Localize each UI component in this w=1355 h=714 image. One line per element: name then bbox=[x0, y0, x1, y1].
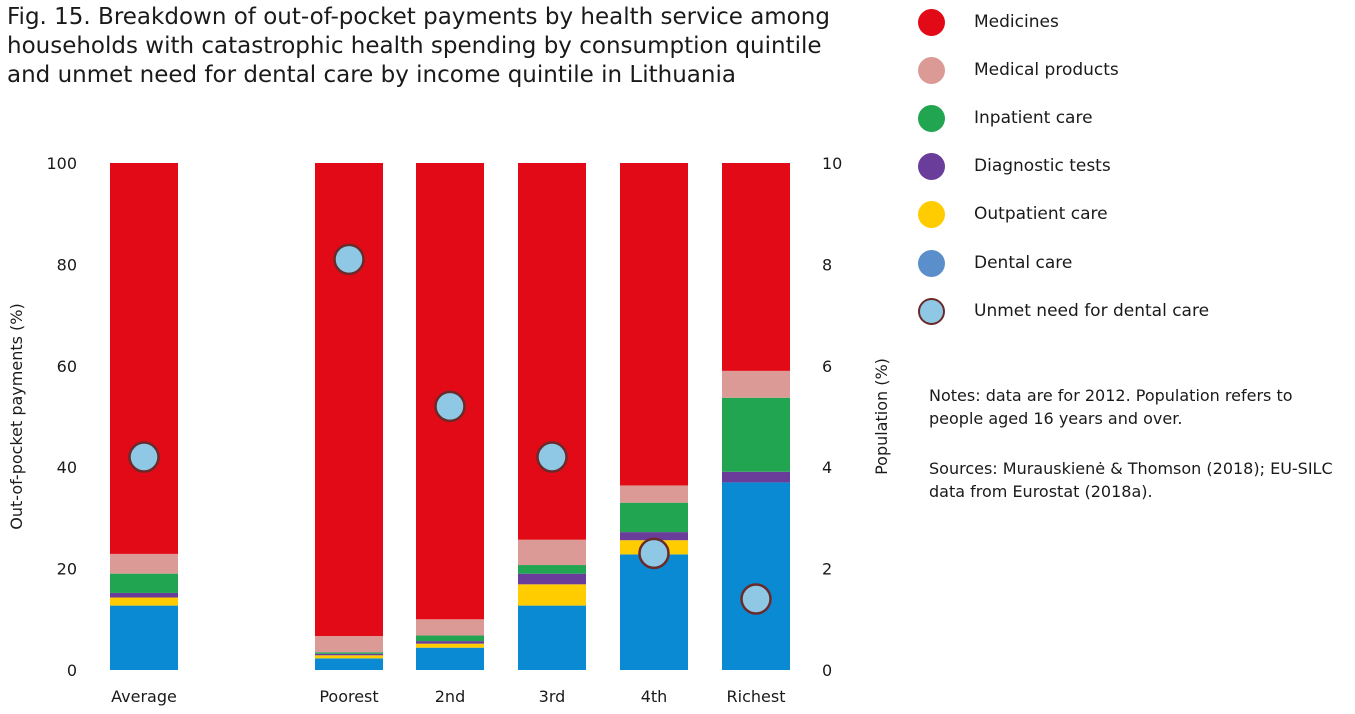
bar-segment-dental-care bbox=[315, 658, 383, 670]
unmet-need-marker bbox=[638, 537, 670, 570]
bar-segment-medical-products bbox=[315, 636, 383, 653]
y2-tick-label: 10 bbox=[822, 154, 842, 173]
bar-segment-outpatient-care bbox=[416, 643, 484, 648]
bar-segment-medicines bbox=[722, 163, 790, 371]
bar-segment-outpatient-care bbox=[110, 597, 178, 606]
y2-tick-label: 4 bbox=[822, 458, 832, 477]
bar-segment-inpatient-care bbox=[620, 502, 688, 533]
y2-tick-label: 0 bbox=[822, 661, 832, 680]
unmet-need-marker bbox=[434, 390, 466, 423]
unmet-need-marker bbox=[536, 441, 568, 473]
x-tick-label: 2nd bbox=[435, 687, 465, 706]
bar-segment-diagnostic-tests bbox=[620, 532, 688, 541]
bar-segment-dental-care bbox=[518, 605, 586, 670]
bar-segment-outpatient-care bbox=[518, 584, 586, 606]
legend-item: Dental care bbox=[918, 248, 1072, 278]
legend-label: Outpatient care bbox=[974, 204, 1108, 224]
legend-swatch bbox=[918, 104, 945, 132]
bar-segment-medicines bbox=[315, 163, 383, 637]
bar-segment-outpatient-care bbox=[315, 655, 383, 659]
legend-label: Inpatient care bbox=[974, 108, 1093, 128]
bar-segment-dental-care bbox=[416, 647, 484, 670]
chart-sources: Sources: Murauskienė & Thomson (2018); E… bbox=[929, 459, 1333, 501]
legend-item: Diagnostic tests bbox=[918, 151, 1111, 181]
bar-segment-medicines bbox=[518, 163, 586, 540]
x-tick-label: 4th bbox=[641, 687, 668, 706]
y-tick-label: 20 bbox=[57, 560, 77, 579]
legend-swatch bbox=[918, 200, 945, 228]
y-tick-label: 80 bbox=[57, 255, 77, 274]
legend-swatch bbox=[918, 8, 945, 36]
bar-segment-diagnostic-tests bbox=[315, 653, 383, 656]
y2-tick-label: 8 bbox=[822, 255, 832, 274]
legend-swatch bbox=[918, 249, 945, 277]
y-axis-label: Out-of-pocket payments (%) bbox=[7, 303, 26, 529]
legend-label: Unmet need for dental care bbox=[974, 301, 1210, 321]
bar-segment-inpatient-care bbox=[722, 397, 790, 472]
y-tick-label: 100 bbox=[46, 154, 77, 173]
bar-segment-medical-products bbox=[416, 619, 484, 636]
bar-segment-medical-products bbox=[620, 485, 688, 503]
bar-segment-diagnostic-tests bbox=[518, 573, 586, 585]
legend-label: Dental care bbox=[974, 253, 1073, 273]
legend-item: Inpatient care bbox=[918, 103, 1093, 133]
y-tick-label: 40 bbox=[57, 458, 77, 477]
bar-segment-diagnostic-tests bbox=[416, 641, 484, 644]
bar-segment-medical-products bbox=[110, 553, 178, 574]
x-tick-label: Average bbox=[111, 687, 177, 706]
legend-swatch bbox=[918, 56, 945, 84]
x-tick-label: Poorest bbox=[319, 687, 378, 706]
y2-axis-label: Population (%) bbox=[872, 358, 891, 475]
x-tick-label: 3rd bbox=[539, 687, 566, 706]
y2-tick-label: 2 bbox=[822, 560, 832, 579]
legend-item: Medicines bbox=[918, 7, 1059, 37]
stacked-bar-chart: 0 20 40 60 80 100 0 2 4 6 8 10 Out-of-pocket payment… bbox=[7, 154, 891, 706]
legend-item: Medical products bbox=[918, 55, 1119, 85]
bar-segment-dental-care bbox=[620, 554, 688, 670]
bar-segment-diagnostic-tests bbox=[722, 471, 790, 483]
chart-title: Fig. 15. Breakdown of out-of-pocket paym… bbox=[7, 4, 830, 88]
bar-segment-diagnostic-tests bbox=[110, 592, 178, 598]
legend-label: Medical products bbox=[974, 60, 1119, 80]
unmet-need-marker bbox=[333, 243, 365, 276]
y-tick-label: 0 bbox=[67, 661, 77, 680]
legend-item: Outpatient care bbox=[918, 199, 1108, 229]
bar-segment-dental-care bbox=[110, 605, 178, 670]
legend-label: Medicines bbox=[974, 12, 1059, 32]
legend-swatch bbox=[918, 152, 945, 180]
bar-segment-inpatient-care bbox=[110, 573, 178, 593]
bar-segment-dental-care bbox=[722, 482, 790, 670]
y2-tick-label: 6 bbox=[822, 357, 832, 376]
bar-segment-inpatient-care bbox=[416, 635, 484, 642]
unmet-need-marker bbox=[128, 441, 160, 473]
legend-label: Diagnostic tests bbox=[974, 156, 1111, 176]
bar-segment-medicines bbox=[110, 163, 178, 554]
chart-notes: Notes: data are for 2012. Population ref… bbox=[929, 386, 1293, 428]
bar-segment-medicines bbox=[620, 163, 688, 486]
x-tick-label: Richest bbox=[727, 687, 786, 706]
bar-segment-medical-products bbox=[722, 370, 790, 398]
legend-swatch bbox=[918, 297, 945, 325]
legend-item: Unmet need for dental care bbox=[918, 296, 1209, 326]
y-tick-label: 60 bbox=[57, 357, 77, 376]
unmet-need-marker bbox=[740, 583, 772, 615]
bar-segment-inpatient-care bbox=[315, 652, 383, 654]
bar-segment-inpatient-care bbox=[518, 565, 586, 574]
bar-segment-medical-products bbox=[518, 539, 586, 566]
